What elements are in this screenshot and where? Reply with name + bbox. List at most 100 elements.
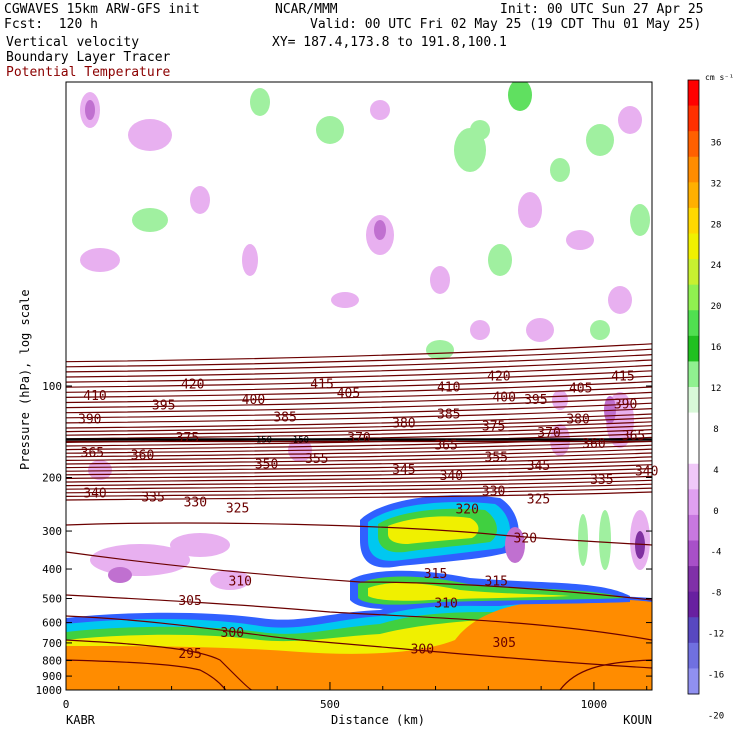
- theta-labels: 295 300 300 305 305 310 310 315 315 320 320 325 325 3…: [78, 369, 658, 661]
- vertical-velocity-blob: [242, 244, 258, 276]
- colorbar-label: -8: [711, 589, 722, 599]
- theta-isentrope: [66, 444, 652, 458]
- theta-isentrope: [66, 491, 652, 501]
- vertical-velocity-blob: [566, 230, 594, 250]
- colorbar-swatch: [688, 412, 699, 439]
- vertical-velocity-blob: [526, 318, 554, 342]
- field-vertical-velocity: Vertical velocity: [6, 35, 140, 50]
- colorbar-label: 20: [711, 302, 722, 312]
- vertical-velocity-blob: [454, 128, 486, 172]
- colorbar-swatch: [688, 668, 699, 695]
- vertical-velocity-blob: [552, 390, 568, 410]
- vertical-velocity-blob: [132, 208, 168, 232]
- colorbar-swatch: [688, 207, 699, 234]
- y-tick-label: 900: [42, 670, 62, 683]
- colorbar-unit: cm s⁻¹: [705, 73, 734, 82]
- theta-isentrope: [66, 468, 652, 479]
- colorbar-swatch: [688, 310, 699, 337]
- colorbar-label: 4: [713, 466, 718, 476]
- colorbar-label: -12: [708, 630, 724, 640]
- theta-label: 300: [221, 626, 244, 641]
- y-tick-label: 800: [42, 655, 62, 668]
- theta-isentrope: [66, 364, 652, 383]
- theta-label: 340: [440, 469, 463, 484]
- theta-isentrope: [66, 354, 652, 373]
- colorbar-label: 28: [711, 220, 722, 230]
- colorbar-label: 12: [711, 384, 722, 394]
- y-tick-label: 100: [42, 380, 62, 393]
- theta-isentrope: [66, 475, 652, 487]
- colorbar-swatch: [688, 540, 699, 567]
- model-title: CGWAVES 15km ARW-GFS init: [4, 2, 200, 17]
- y-tick-label: 300: [42, 525, 62, 538]
- colorbar-label: 16: [711, 343, 722, 353]
- theta-isentrope: [66, 594, 652, 641]
- vertical-velocity-blob: [488, 244, 512, 276]
- colorbar-label: 24: [711, 261, 722, 271]
- theta-label: 320: [514, 532, 537, 547]
- theta-label: 420: [487, 369, 510, 384]
- x-tick-label: 0: [63, 698, 70, 711]
- vertical-velocity-blob: [518, 192, 542, 228]
- vertical-velocity-blob: [80, 248, 120, 272]
- theta-isentrope: [66, 386, 652, 404]
- theta-label: 345: [392, 463, 415, 478]
- theta-label: 390: [614, 397, 637, 412]
- right-endpoint-label: KOUN: [623, 713, 652, 727]
- theta-label: 315: [424, 567, 447, 582]
- vertical-velocity-blob: [374, 220, 386, 240]
- vertical-velocity-blob: [586, 124, 614, 156]
- theta-isentrope: [66, 448, 652, 461]
- theta-isentrope: [66, 359, 652, 378]
- colorbar: 36 32 28 24 20 16 12 8 4 0 -4 -8 -12 -16 -20: [687, 79, 724, 721]
- theta-label: 360: [131, 448, 154, 463]
- init-time: Init: 00 UTC Sun 27 Apr 25: [500, 2, 704, 17]
- theta-label: 395: [524, 393, 547, 408]
- theta-isentrope: [66, 408, 652, 424]
- theta-label: 375: [482, 420, 505, 435]
- theta-label: 340: [635, 464, 658, 479]
- vertical-velocity-blob: [426, 340, 454, 360]
- colorbar-swatch: [688, 182, 699, 209]
- field-boundary-layer-tracer: Boundary Layer Tracer: [6, 50, 171, 65]
- vertical-velocity-blob: [316, 116, 344, 144]
- theta-label: 305: [492, 636, 515, 651]
- forecast-hour: Fcst: 120 h: [4, 17, 98, 32]
- colorbar-label: -20: [708, 711, 724, 721]
- cross-section-coords: XY= 187.4,173.8 to 191.8,100.1: [272, 35, 507, 50]
- theta-label: 415: [310, 378, 333, 393]
- theta-label: 400: [492, 390, 515, 405]
- theta-isentrope: [66, 452, 652, 465]
- colorbar-frame: [687, 79, 700, 695]
- theta-isentrope: [66, 348, 652, 368]
- theta-label: 350: [255, 457, 278, 472]
- colorbar-swatch: [688, 514, 699, 541]
- x-axis-label: Distance (km): [331, 713, 425, 727]
- theta-label: 390: [78, 413, 101, 428]
- vertical-velocity-blob: [578, 514, 588, 566]
- tropopause-label: 150: [256, 436, 272, 446]
- theta-label: 385: [437, 407, 460, 422]
- theta-isentrope: [66, 551, 652, 601]
- y-tick-label: 700: [42, 637, 62, 650]
- theta-label: 395: [152, 399, 175, 414]
- colorbar-swatch: [688, 105, 699, 132]
- theta-isentrope: [66, 615, 652, 669]
- theta-label: 330: [184, 496, 207, 511]
- theta-label: 335: [590, 473, 613, 488]
- theta-label: 375: [176, 431, 199, 446]
- theta-isentrope: [66, 370, 652, 388]
- theta-label: 400: [242, 393, 265, 408]
- theta-isentrope: [66, 479, 652, 490]
- colorbar-label: 8: [713, 425, 718, 435]
- plume-mid-yellow: [368, 582, 570, 601]
- theta-label: 300: [411, 642, 434, 657]
- y-tick-label: 600: [42, 617, 62, 630]
- left-endpoint-label: KABR: [66, 713, 96, 727]
- theta-label: 305: [178, 594, 201, 609]
- colorbar-swatch: [688, 642, 699, 669]
- colorbar-swatch: [688, 335, 699, 362]
- theta-isentrope: [66, 659, 227, 690]
- colorbar-swatch: [688, 233, 699, 260]
